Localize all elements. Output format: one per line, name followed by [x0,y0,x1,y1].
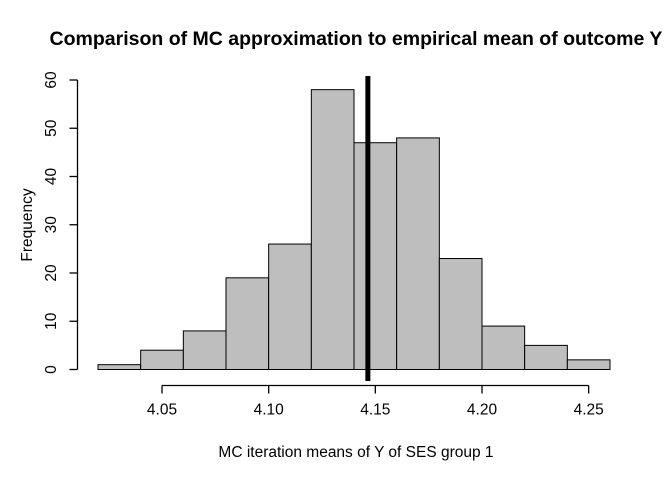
x-axis-label: MC iteration means of Y of SES group 1 [218,444,493,461]
histogram-bar [225,277,270,371]
y-axis-tick-label: 0 [43,365,60,374]
histogram-bar [140,349,184,371]
histogram-bar [481,325,526,371]
x-axis-tick-label: 4.05 [147,402,177,419]
y-axis-tick-label: 30 [43,216,60,234]
histogram-bar [353,142,398,370]
histogram-bar [566,359,611,371]
y-axis-tick-label: 10 [43,312,60,330]
histogram-bar [97,364,142,370]
x-axis-tick-label: 4.25 [574,402,604,419]
histogram-bar [310,89,355,371]
x-axis-tick-label: 4.10 [254,402,285,419]
y-axis-tick-label: 60 [43,71,60,89]
histogram-bar [268,243,312,370]
chart-title: Comparison of MC approximation to empiri… [50,28,663,50]
y-axis-tick-label: 20 [43,264,60,282]
histogram-bar [438,258,483,370]
x-axis-tick-label: 4.20 [467,402,498,419]
histogram-bar [182,330,227,370]
y-axis-label: Frequency [19,188,36,261]
y-axis-tick-label: 40 [43,168,60,186]
y-axis-tick-label: 50 [43,119,60,137]
x-axis-tick-label: 4.15 [360,402,390,419]
histogram-bars [97,89,611,371]
axes-group: 0 10 20 30 40 50 60 4.05 4.10 4.15 4.20 4.25 [43,71,604,418]
histogram-bar [524,344,568,371]
histogram-bar [396,137,440,370]
